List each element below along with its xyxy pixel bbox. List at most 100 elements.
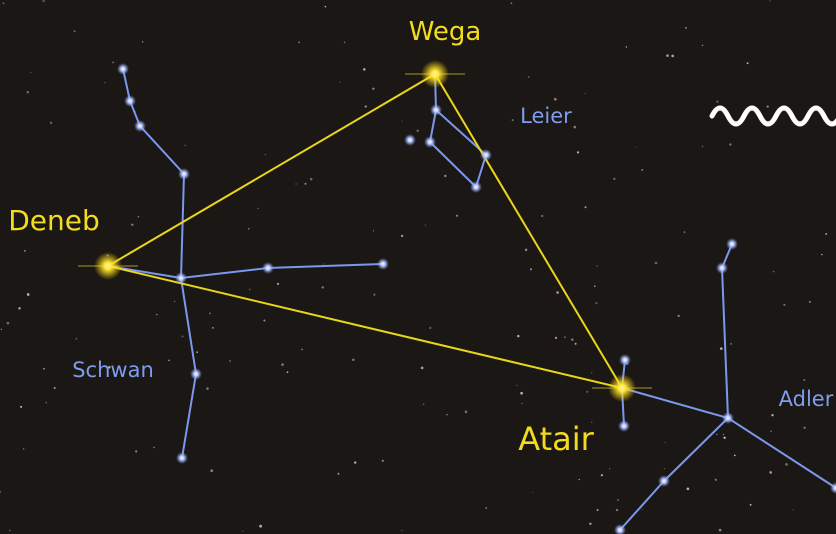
bg-star: [702, 146, 704, 148]
bg-star: [609, 468, 610, 469]
bg-star: [27, 293, 30, 296]
bg-star: [528, 76, 530, 78]
bg-star: [720, 347, 723, 350]
bg-star: [678, 315, 680, 317]
constellation-star: [722, 412, 734, 424]
bg-star: [716, 434, 718, 436]
bg-star: [597, 509, 599, 511]
bg-star: [263, 319, 265, 321]
star-label: Deneb: [8, 204, 100, 237]
bg-star: [750, 504, 752, 506]
constellation-star: [178, 168, 190, 180]
bg-star: [338, 473, 340, 475]
bg-star: [425, 224, 426, 225]
bg-star: [298, 41, 300, 43]
bg-star: [196, 351, 198, 353]
bg-star: [591, 372, 592, 373]
bg-star: [555, 337, 557, 339]
bg-star: [575, 343, 577, 345]
bg-star: [372, 88, 374, 90]
bg-star: [248, 228, 250, 230]
bg-star: [617, 499, 618, 500]
bg-star: [444, 175, 446, 177]
bg-star: [522, 403, 523, 404]
bg-star: [142, 41, 144, 43]
bg-star: [556, 291, 559, 294]
bg-star: [574, 126, 577, 129]
bg-star: [511, 2, 513, 4]
bg-star: [804, 427, 806, 429]
bg-star: [577, 151, 579, 153]
constellation-star: [176, 452, 188, 464]
bg-star: [769, 471, 772, 474]
bg-star: [666, 54, 669, 57]
bg-star: [340, 81, 341, 82]
bg-star: [322, 286, 324, 288]
bg-star: [769, 0, 770, 1]
bg-star: [516, 385, 517, 386]
bg-star: [112, 62, 114, 64]
bg-star: [702, 45, 704, 47]
bg-star: [210, 469, 213, 472]
bg-star: [512, 119, 514, 121]
bg-star: [9, 530, 10, 531]
bg-star: [30, 72, 31, 73]
bg-star: [734, 455, 736, 457]
bg-star: [423, 403, 425, 405]
bg-star: [401, 530, 402, 531]
bg-star: [323, 263, 324, 264]
bg-star: [138, 216, 140, 218]
constellation-star: [480, 149, 492, 161]
bg-star: [27, 91, 29, 93]
bg-star: [24, 250, 26, 252]
bg-star: [613, 178, 615, 180]
constellation-star: [618, 420, 630, 432]
bg-star: [825, 233, 827, 235]
constellation-star: [175, 272, 187, 284]
bg-star: [767, 106, 769, 108]
bg-star: [429, 327, 431, 329]
bg-star: [20, 406, 22, 408]
bg-star: [729, 143, 731, 145]
bg-star: [257, 208, 258, 209]
bg-star: [325, 6, 327, 8]
bg-star: [304, 183, 306, 185]
bg-star: [265, 154, 266, 155]
bg-star: [517, 335, 519, 337]
constellation-label: Adler: [779, 387, 834, 411]
bg-star: [532, 492, 533, 493]
bg-star: [50, 122, 52, 124]
bg-star: [295, 183, 296, 184]
bg-star: [7, 322, 10, 325]
bg-star: [596, 265, 597, 266]
bg-star: [168, 360, 169, 361]
bg-star: [719, 529, 722, 532]
bg-star: [54, 387, 56, 389]
constellation-star: [658, 475, 670, 487]
bg-star: [783, 304, 785, 306]
bg-star: [373, 294, 375, 296]
bg-star: [684, 231, 685, 232]
bg-star: [687, 487, 690, 490]
bg-star: [803, 379, 805, 381]
constellation-star: [430, 104, 442, 116]
bg-star: [541, 215, 543, 217]
bg-star: [465, 411, 468, 414]
bg-star: [249, 289, 250, 290]
bg-star: [747, 62, 749, 64]
bg-star: [242, 531, 243, 532]
bg-star: [809, 301, 811, 303]
constellation-star: [134, 120, 146, 132]
bg-star: [586, 391, 588, 393]
bg-star: [655, 262, 658, 265]
bg-star: [584, 206, 586, 208]
bg-star: [185, 145, 186, 146]
bg-star: [773, 271, 774, 272]
bg-star: [74, 30, 76, 32]
bg-star: [793, 509, 794, 510]
bg-star: [601, 474, 603, 476]
bg-star: [771, 414, 773, 416]
bg-star: [18, 307, 20, 309]
constellation-star: [424, 136, 436, 148]
bg-star: [301, 349, 302, 350]
